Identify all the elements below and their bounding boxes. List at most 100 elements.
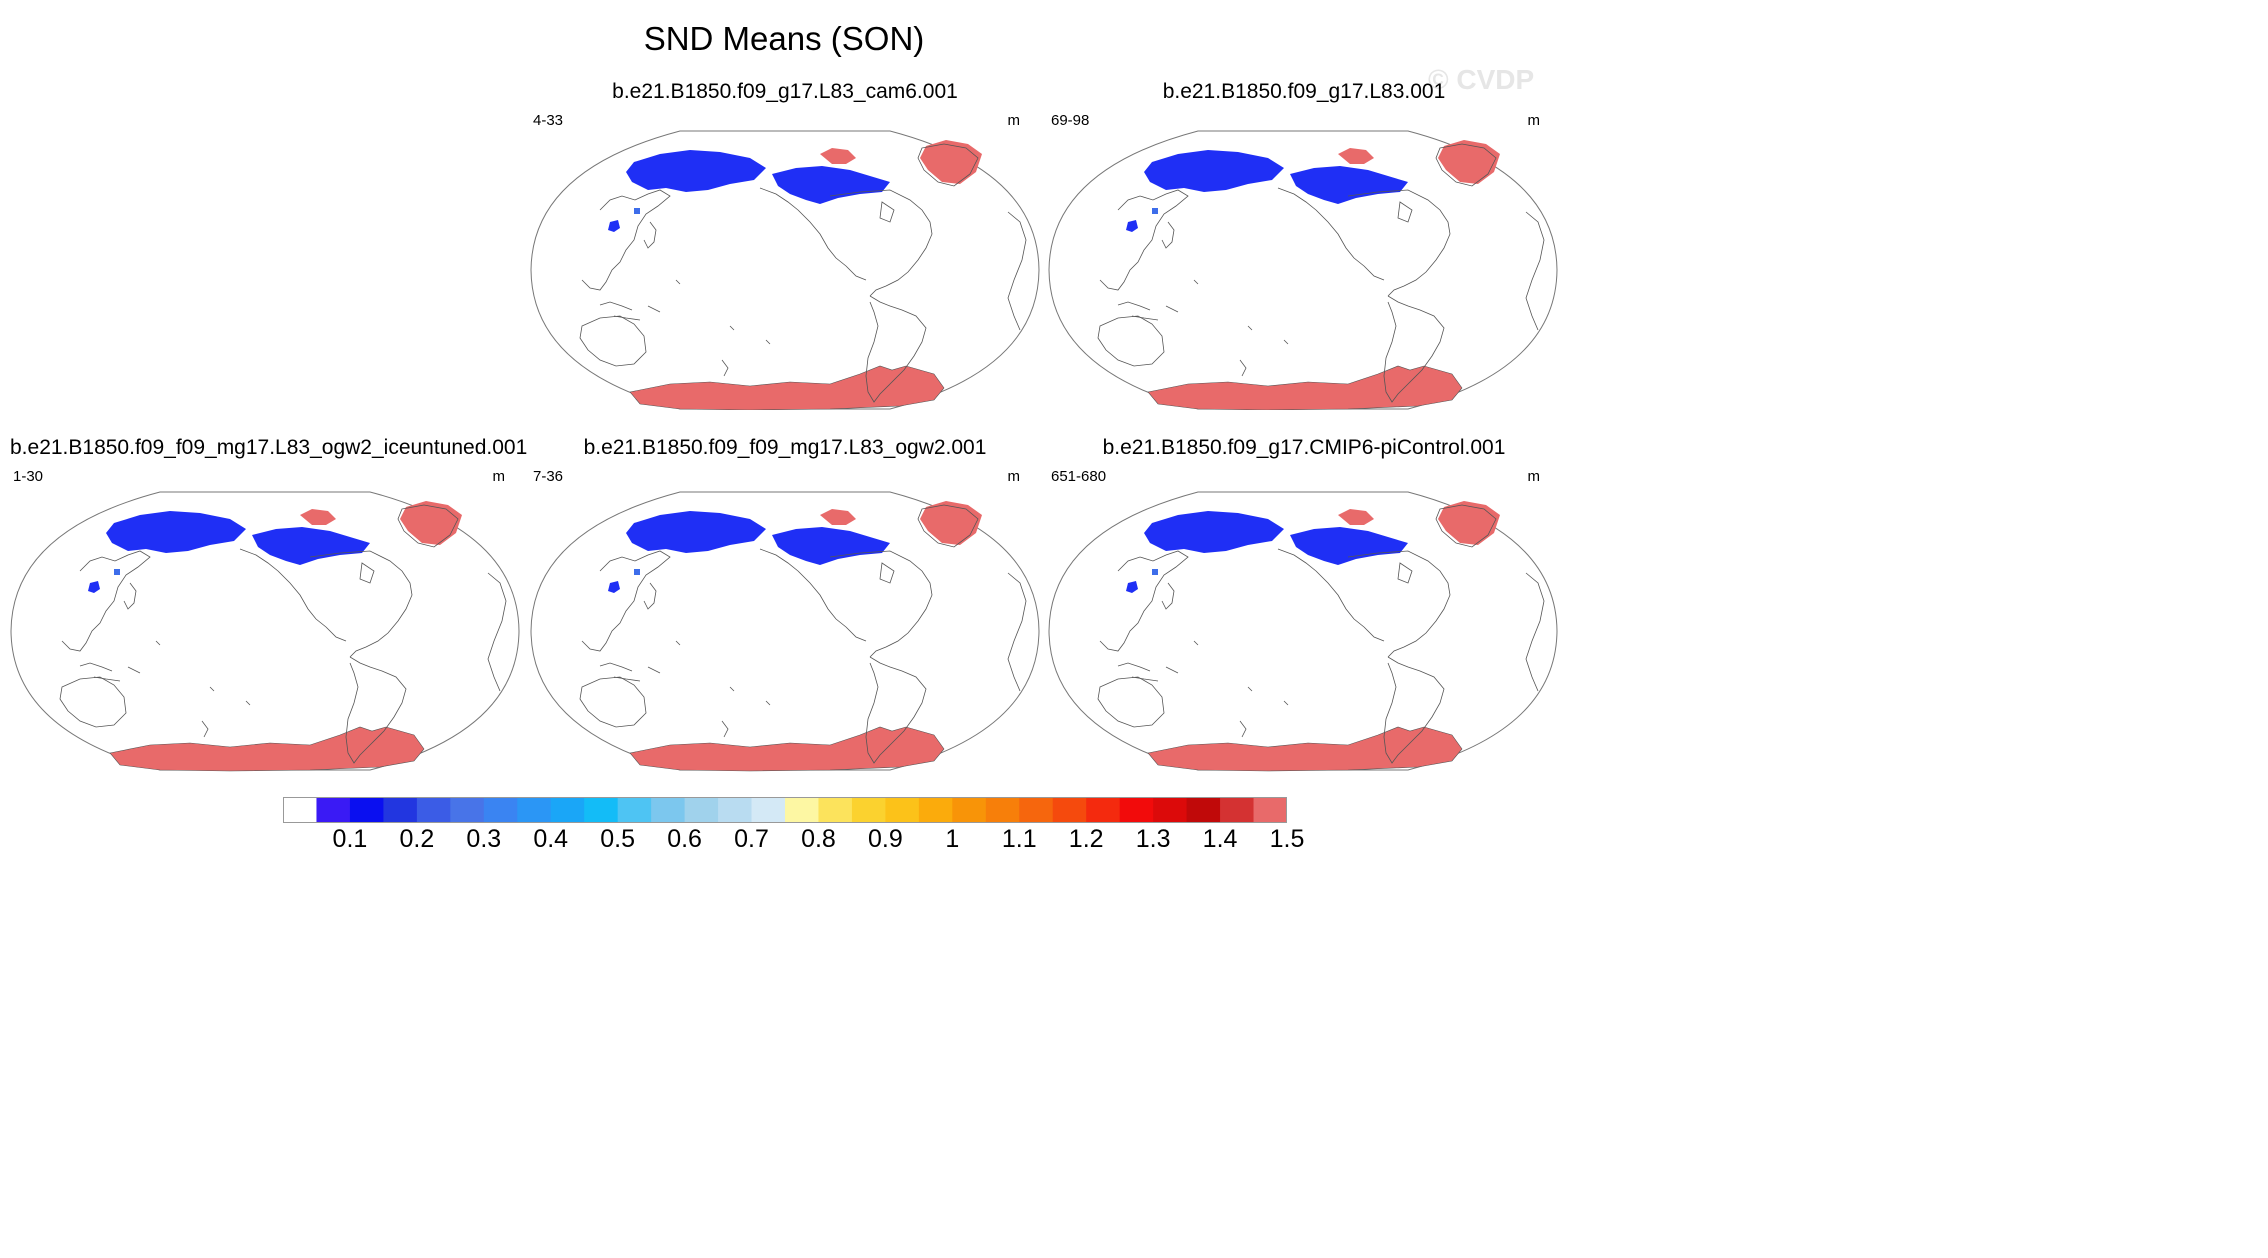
antarctica-snow [1147, 726, 1463, 772]
globe-outline [530, 130, 1040, 410]
map-panel-3: b.e21.B1850.f09_f09_mg17.L83_ogw2_iceunt… [10, 436, 527, 776]
globe-outline [10, 491, 520, 771]
figure-title: SND Means (SON) [643, 20, 925, 57]
colorbar-bin [584, 797, 619, 823]
snow-depth-field [1152, 208, 1158, 214]
coastline [581, 550, 671, 652]
snow-depth-field [1338, 148, 1374, 164]
greenland-snow [920, 140, 982, 184]
coastline [581, 189, 671, 291]
colorbar-bin [1019, 797, 1054, 823]
coastline [309, 550, 413, 658]
panel-years: 651-680 [1051, 468, 1107, 485]
colorbar-frame [283, 797, 1287, 823]
map-panel-5: b.e21.B1850.f09_g17.CMIP6-piControl.001 … [1048, 436, 1560, 776]
antarctica-snow [629, 726, 945, 772]
colorbar-bin [1186, 797, 1221, 823]
panel-units: m [1007, 112, 1021, 129]
coastline [579, 315, 647, 367]
coastline [487, 572, 507, 692]
colorbar-tick-label: 1.2 [1068, 825, 1104, 853]
colorbar-bin [985, 797, 1020, 823]
coastline [879, 201, 895, 223]
cvdp-watermark: © CVDP [1428, 64, 1535, 95]
colorbar-tick-label: 0.3 [466, 825, 502, 853]
snow-depth-field [106, 511, 246, 553]
coastline [1007, 211, 1027, 331]
coastline [1277, 548, 1385, 642]
antarctica-snow [629, 365, 945, 410]
snow-depth-field [1290, 527, 1408, 565]
snow-depth-field [1144, 511, 1284, 553]
coastline [599, 301, 661, 321]
snow-depth-field [1126, 581, 1138, 593]
snow-depth-field [820, 509, 856, 525]
map-layer [1048, 491, 1558, 772]
colorbar-bin [349, 797, 384, 823]
snow-depth-field [114, 569, 120, 575]
colorbar-tick-label: 0.1 [332, 825, 368, 853]
coastline [1347, 189, 1451, 297]
colorbar-bin [316, 797, 351, 823]
greenland-snow [1438, 140, 1500, 184]
robinson-map [1048, 130, 1558, 410]
coastline [829, 189, 933, 297]
colorbar-bin [450, 797, 485, 823]
snow-depth-field [1152, 569, 1158, 575]
colorbar-bin [550, 797, 585, 823]
colorbar-bin [918, 797, 953, 823]
coastline [643, 582, 657, 610]
coastline [1161, 582, 1175, 610]
colorbar-bin [617, 797, 652, 823]
snow-depth-field [634, 569, 640, 575]
coastline [879, 562, 895, 584]
snow-depth-field [608, 220, 620, 232]
colorbar-bin [751, 797, 786, 823]
colorbar-bin [818, 797, 853, 823]
coastline [123, 582, 137, 610]
coastline [201, 720, 209, 738]
colorbar-bin [1052, 797, 1087, 823]
coastline [1193, 640, 1289, 706]
robinson-map [10, 491, 520, 772]
coastline [1435, 143, 1497, 187]
coastline [675, 279, 771, 345]
colorbar-tick-label: 1.1 [1001, 825, 1037, 853]
coastline [1239, 720, 1247, 738]
colorbar-bin [1253, 797, 1287, 823]
panel-units: m [1527, 468, 1541, 485]
colorbar-tick-label: 0.5 [600, 825, 636, 853]
coastline [865, 295, 927, 403]
coastline [675, 640, 771, 706]
globe-outline [1048, 491, 1558, 771]
coastline [1383, 295, 1445, 403]
panel-title: b.e21.B1850.f09_g17.CMIP6-piControl.001 [1102, 436, 1506, 459]
panel-years: 7-36 [533, 468, 564, 485]
coastline [1193, 279, 1289, 345]
coastline [59, 676, 127, 728]
panel-title: b.e21.B1850.f09_g17.L83_cam6.001 [612, 80, 958, 103]
colorbar-tick-label: 1.4 [1202, 825, 1238, 853]
colorbar-tick-label: 1.3 [1135, 825, 1171, 853]
coastline [1097, 676, 1165, 728]
colorbar-tick-label: 0.6 [667, 825, 702, 853]
coastline [721, 359, 729, 377]
coastline [1397, 201, 1413, 223]
snow-depth-field [772, 166, 890, 204]
coastline [1007, 572, 1027, 692]
map-layer [530, 491, 1040, 772]
coastline [599, 662, 661, 682]
coastline [61, 550, 151, 652]
coastline [1117, 662, 1179, 682]
colorbar-tick-label: 0.2 [399, 825, 435, 853]
robinson-map [1048, 491, 1558, 772]
coastline [1383, 656, 1445, 764]
coastline [1525, 572, 1545, 692]
snow-depth-field [772, 527, 890, 565]
robinson-map [530, 130, 1040, 410]
colorbar-bin [785, 797, 819, 823]
snow-depth-field [626, 511, 766, 553]
greenland-snow [400, 501, 462, 545]
coastline [1435, 504, 1497, 548]
map-layer [10, 491, 520, 772]
